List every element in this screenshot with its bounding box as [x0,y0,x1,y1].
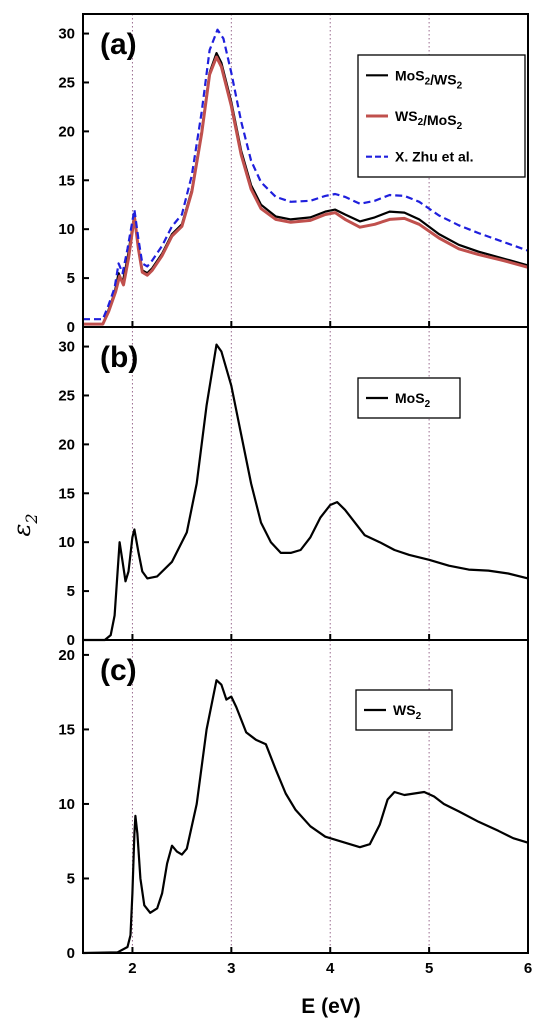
y-tick-label: 10 [58,796,75,813]
y-tick-label: 0 [67,632,75,649]
y-tick-label: 25 [58,74,75,91]
series-line-3 [83,28,529,321]
x-tick-label: 6 [524,960,532,977]
x-tick-label: 5 [425,960,433,977]
y-tick-label: 15 [58,485,75,502]
y-tick-label: 15 [58,172,75,189]
y-tick-label: 15 [58,721,75,738]
legend: MoS2 [357,377,461,419]
panel-c: 0 5 10 15 20 2 3 4 5 6 (c) WS2 [58,639,532,977]
legend-label: MoS2 [395,390,431,410]
panel-label: (c) [100,654,137,687]
y-axis-title-subscript: 2 [22,513,41,524]
y-tick-label: 0 [67,319,75,336]
y-tick-label: 0 [67,945,75,962]
panel-label: (a) [100,28,137,61]
panel-label: (b) [100,341,138,374]
y-tick-label: 25 [58,387,75,404]
y-tick-label: 10 [58,221,75,238]
y-tick-label: 10 [58,534,75,551]
plot-frame [82,326,529,641]
panel-b: 0 5 10 15 20 25 30 (b) MoS2 [58,326,529,649]
series-line-1 [82,679,529,955]
y-tick-label: 20 [58,123,75,140]
y-tick-label: 20 [58,436,75,453]
x-tick-label: 2 [128,960,136,977]
y-tick-label: 20 [58,647,75,664]
plot-frame [82,639,529,954]
legend-label: WS2/MoS2 [395,108,463,132]
legend: MoS2/WS2 WS2/MoS2 X. Zhu et al. [357,54,526,178]
y-tick-label: 5 [67,583,75,600]
y-tick-label: 30 [58,339,75,356]
svg-text:ε2: ε2 [8,513,41,536]
series-line-2 [83,55,529,326]
legend-label: X. Zhu et al. [395,149,474,165]
x-tick-label: 4 [326,960,335,977]
legend-label: MoS2/WS2 [395,67,463,91]
panel-a: 0 5 10 15 20 25 30 (a) MoS2/WS2 WS2/MoS2 X. Zhu et… [58,13,529,336]
y-axis-title-symbol: ε [8,524,36,537]
x-axis-title: E (eV) [301,995,361,1018]
y-tick-label: 30 [58,26,75,43]
legend: WS2 [355,689,453,731]
y-tick-label: 5 [67,870,75,887]
series-line-1 [83,343,529,642]
y-tick-label: 5 [67,270,75,287]
y-axis-title: ε2 [8,513,41,536]
x-tick-label: 3 [227,960,235,977]
legend-label: WS2 [393,702,422,722]
